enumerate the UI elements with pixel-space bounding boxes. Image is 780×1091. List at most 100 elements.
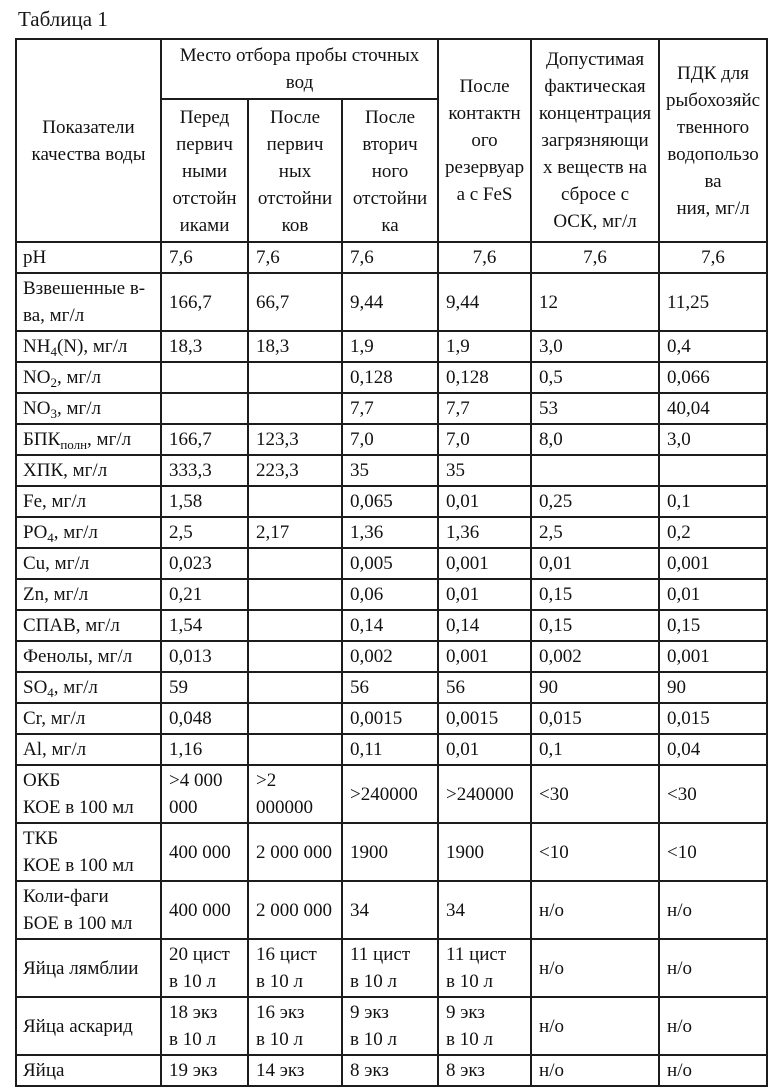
row-label: Fe, мг/л [15, 485, 162, 518]
table-row: Zn, мг/л 0,21 0,06 0,01 0,15 0,01 [15, 578, 769, 611]
table-row: ОКБ КОЕ в 100 мл >4 000 000 >2 000000 >2400… [15, 764, 769, 824]
table-cell: 1,58 [160, 485, 249, 518]
row-label-text: pH [23, 247, 47, 268]
table-cell: 90 [658, 671, 769, 704]
table-cell: 66,7 [247, 272, 343, 332]
row-label-text: Zn, мг/л [23, 584, 89, 605]
table-cell: н/о [530, 1054, 661, 1087]
row-label-subscript: 4 [50, 344, 57, 359]
table-cell: 34 [340, 880, 440, 940]
table-cell: 0,023 [160, 547, 249, 580]
table-cell: 2,17 [247, 516, 343, 549]
table-cell [530, 454, 661, 487]
row-label-text: , мг/л [53, 522, 98, 543]
table-cell: 11,25 [658, 272, 769, 332]
table-cell: 400 000 [160, 822, 249, 882]
table-cell: н/о [530, 880, 661, 940]
row-label-text: ТКБ КОЕ в 100 мл [23, 828, 134, 876]
row-label-text: Cr, мг/л [23, 708, 86, 729]
table-cell: 3,0 [530, 330, 661, 363]
table-cell: 11 цист в 10 л [437, 938, 533, 998]
table-cell: 0,128 [340, 361, 440, 394]
table-cell: 223,3 [247, 454, 343, 487]
row-label: БПКполн, мг/л [15, 423, 162, 456]
table-cell: 1900 [340, 822, 440, 882]
table-cell [247, 702, 343, 735]
table-cell: 7,6 [437, 241, 533, 274]
row-label-text: SO [23, 677, 48, 698]
header-after-secondary-settler: После вторич ного отстойни ка [340, 98, 440, 243]
row-label-text: СПАВ, мг/л [23, 615, 120, 636]
table-cell: <10 [658, 822, 769, 882]
row-label-text: Cu, мг/л [23, 553, 90, 574]
table-cell: 0,15 [658, 609, 769, 642]
table-cell [247, 578, 343, 611]
table-cell: 7,7 [340, 392, 440, 425]
table-cell: н/о [658, 938, 769, 998]
table-cell [247, 733, 343, 766]
row-label-text: Яйца [23, 1060, 65, 1081]
table-cell: 0,01 [437, 733, 533, 766]
table-cell: 1,36 [340, 516, 440, 549]
table-cell: 8 экз [340, 1054, 440, 1087]
table-cell: 90 [530, 671, 661, 704]
table-cell [247, 392, 343, 425]
table-cell: 16 цист в 10 л [247, 938, 343, 998]
table-row: SO4, мг/л 59 56 56 90 90 [15, 671, 769, 704]
row-label: Cu, мг/л [15, 547, 162, 580]
table-cell: 1,54 [160, 609, 249, 642]
table-cell [658, 454, 769, 487]
row-label-subscript: 4 [47, 530, 54, 545]
table-cell: >4 000 000 [160, 764, 249, 824]
table-cell: 1,36 [437, 516, 533, 549]
table-cell: н/о [530, 938, 661, 998]
table-cell: 7,6 [340, 241, 440, 274]
table-cell: 0,128 [437, 361, 533, 394]
table-cell: 0,01 [658, 578, 769, 611]
table-cell: 0,065 [340, 485, 440, 518]
table-cell: 0,2 [658, 516, 769, 549]
table-cell: 0,14 [437, 609, 533, 642]
table-cell: 8 экз [437, 1054, 533, 1087]
table-cell: 9,44 [340, 272, 440, 332]
table-cell: <30 [658, 764, 769, 824]
table-cell: 0,1 [658, 485, 769, 518]
row-label-text: Взвешенные в- ва, мг/л [23, 278, 146, 326]
table-cell: 0,013 [160, 640, 249, 673]
header-row-top: Показатели качества воды Место отбора пр… [15, 38, 769, 243]
table-row: Яйца лямблии 20 цист в 10 л 16 цист в 10 л… [15, 938, 769, 998]
table-row: PO4, мг/л 2,5 2,17 1,36 1,36 2,5 0,2 [15, 516, 769, 549]
row-label-text: NO [23, 367, 51, 388]
table-cell: н/о [530, 996, 661, 1056]
row-label-text: БПК [23, 429, 61, 450]
table-row: Фенолы, мг/л 0,013 0,002 0,001 0,002 0,001 [15, 640, 769, 673]
row-label-subscript: 3 [50, 406, 57, 421]
table-cell: н/о [658, 996, 769, 1056]
table-row: Fe, мг/л 1,58 0,065 0,01 0,25 0,1 [15, 485, 769, 518]
table-cell: 0,4 [658, 330, 769, 363]
table-cell: 0,11 [340, 733, 440, 766]
table-cell: <10 [530, 822, 661, 882]
table-cell: 0,048 [160, 702, 249, 735]
table-cell: 16 экз в 10 л [247, 996, 343, 1056]
table-cell [160, 392, 249, 425]
table-cell: 2,5 [530, 516, 661, 549]
table-cell: <30 [530, 764, 661, 824]
table-cell [247, 547, 343, 580]
row-label-text: Fe, мг/л [23, 491, 87, 512]
table-cell [247, 485, 343, 518]
row-label-text: Al, мг/л [23, 739, 87, 760]
row-label: СПАВ, мг/л [15, 609, 162, 642]
table-cell: 7,6 [247, 241, 343, 274]
table-cell: 2 000 000 [247, 822, 343, 882]
table-cell: 56 [437, 671, 533, 704]
table-cell: 0,002 [530, 640, 661, 673]
table-row: Коли-фаги БОЕ в 100 мл 400 000 2 000 000 34… [15, 880, 769, 940]
table-cell: 7,6 [160, 241, 249, 274]
table-row: БПКполн, мг/л 166,7 123,3 7,0 7,0 8,0 3,0 [15, 423, 769, 456]
header-fishery-pdk: ПДК для рыбохозяйс твенного водопользо в… [658, 38, 769, 243]
row-label-text: ОКБ КОЕ в 100 мл [23, 770, 134, 818]
table-cell: 166,7 [160, 272, 249, 332]
